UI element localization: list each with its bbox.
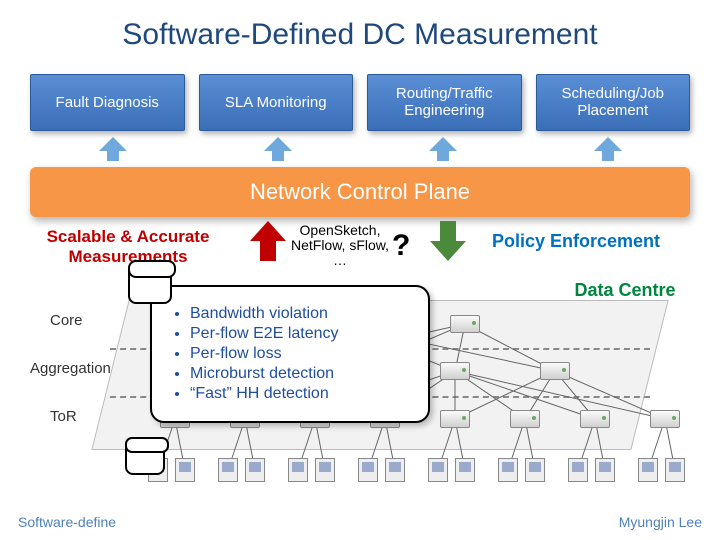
- callout-item: “Fast” HH detection: [190, 385, 414, 403]
- host-icon: [288, 458, 308, 482]
- host-icon: [665, 458, 685, 482]
- host-icon: [568, 458, 588, 482]
- callout-item: Per-flow loss: [190, 345, 414, 363]
- app-box-sla: SLA Monitoring: [199, 74, 354, 131]
- host-icon: [525, 458, 545, 482]
- host-icon: [428, 458, 448, 482]
- tor-switch-icon: [510, 410, 540, 428]
- host-icon: [385, 458, 405, 482]
- app-box-routing: Routing/Traffic Engineering: [367, 74, 522, 131]
- app-box-scheduling: Scheduling/Job Placement: [536, 74, 691, 131]
- host-icon: [245, 458, 265, 482]
- question-mark: ?: [392, 229, 410, 263]
- tor-switch-icon: [650, 410, 680, 428]
- footer-left-text: Software-define: [18, 514, 116, 530]
- callout-item: Microburst detection: [190, 365, 414, 383]
- host-icon: [175, 458, 195, 482]
- policy-enforcement-label: Policy Enforcement: [492, 231, 660, 252]
- scroll-icon: [128, 270, 172, 304]
- callout-item: Bandwidth violation: [190, 305, 414, 323]
- callout-list: Bandwidth violation Per-flow E2E latency…: [180, 305, 414, 403]
- slide-title: Software-Defined DC Measurement: [0, 0, 720, 52]
- host-icon: [218, 458, 238, 482]
- host-icon: [358, 458, 378, 482]
- measurements-label: Scalable & Accurate Measurements: [28, 227, 228, 268]
- control-plane-bar: Network Control Plane: [30, 167, 690, 217]
- app-box-fault: Fault Diagnosis: [30, 74, 185, 131]
- host-icon: [315, 458, 335, 482]
- host-icon: [455, 458, 475, 482]
- aggregation-switch-icon: [540, 362, 570, 380]
- application-boxes-row: Fault Diagnosis SLA Monitoring Routing/T…: [30, 74, 690, 131]
- core-switch-icon: [450, 315, 480, 333]
- callout-box: Bandwidth violation Per-flow E2E latency…: [150, 285, 430, 423]
- host-icon: [498, 458, 518, 482]
- aggregation-switch-icon: [440, 362, 470, 380]
- host-icon: [638, 458, 658, 482]
- footer-right-author: Myungjin Lee: [619, 514, 702, 530]
- tor-switch-icon: [440, 410, 470, 428]
- tor-switch-icon: [580, 410, 610, 428]
- protocols-label: OpenSketch, NetFlow, sFlow, …: [290, 223, 390, 269]
- callout-item: Per-flow E2E latency: [190, 325, 414, 343]
- host-icon: [595, 458, 615, 482]
- scroll-icon: [125, 445, 165, 475]
